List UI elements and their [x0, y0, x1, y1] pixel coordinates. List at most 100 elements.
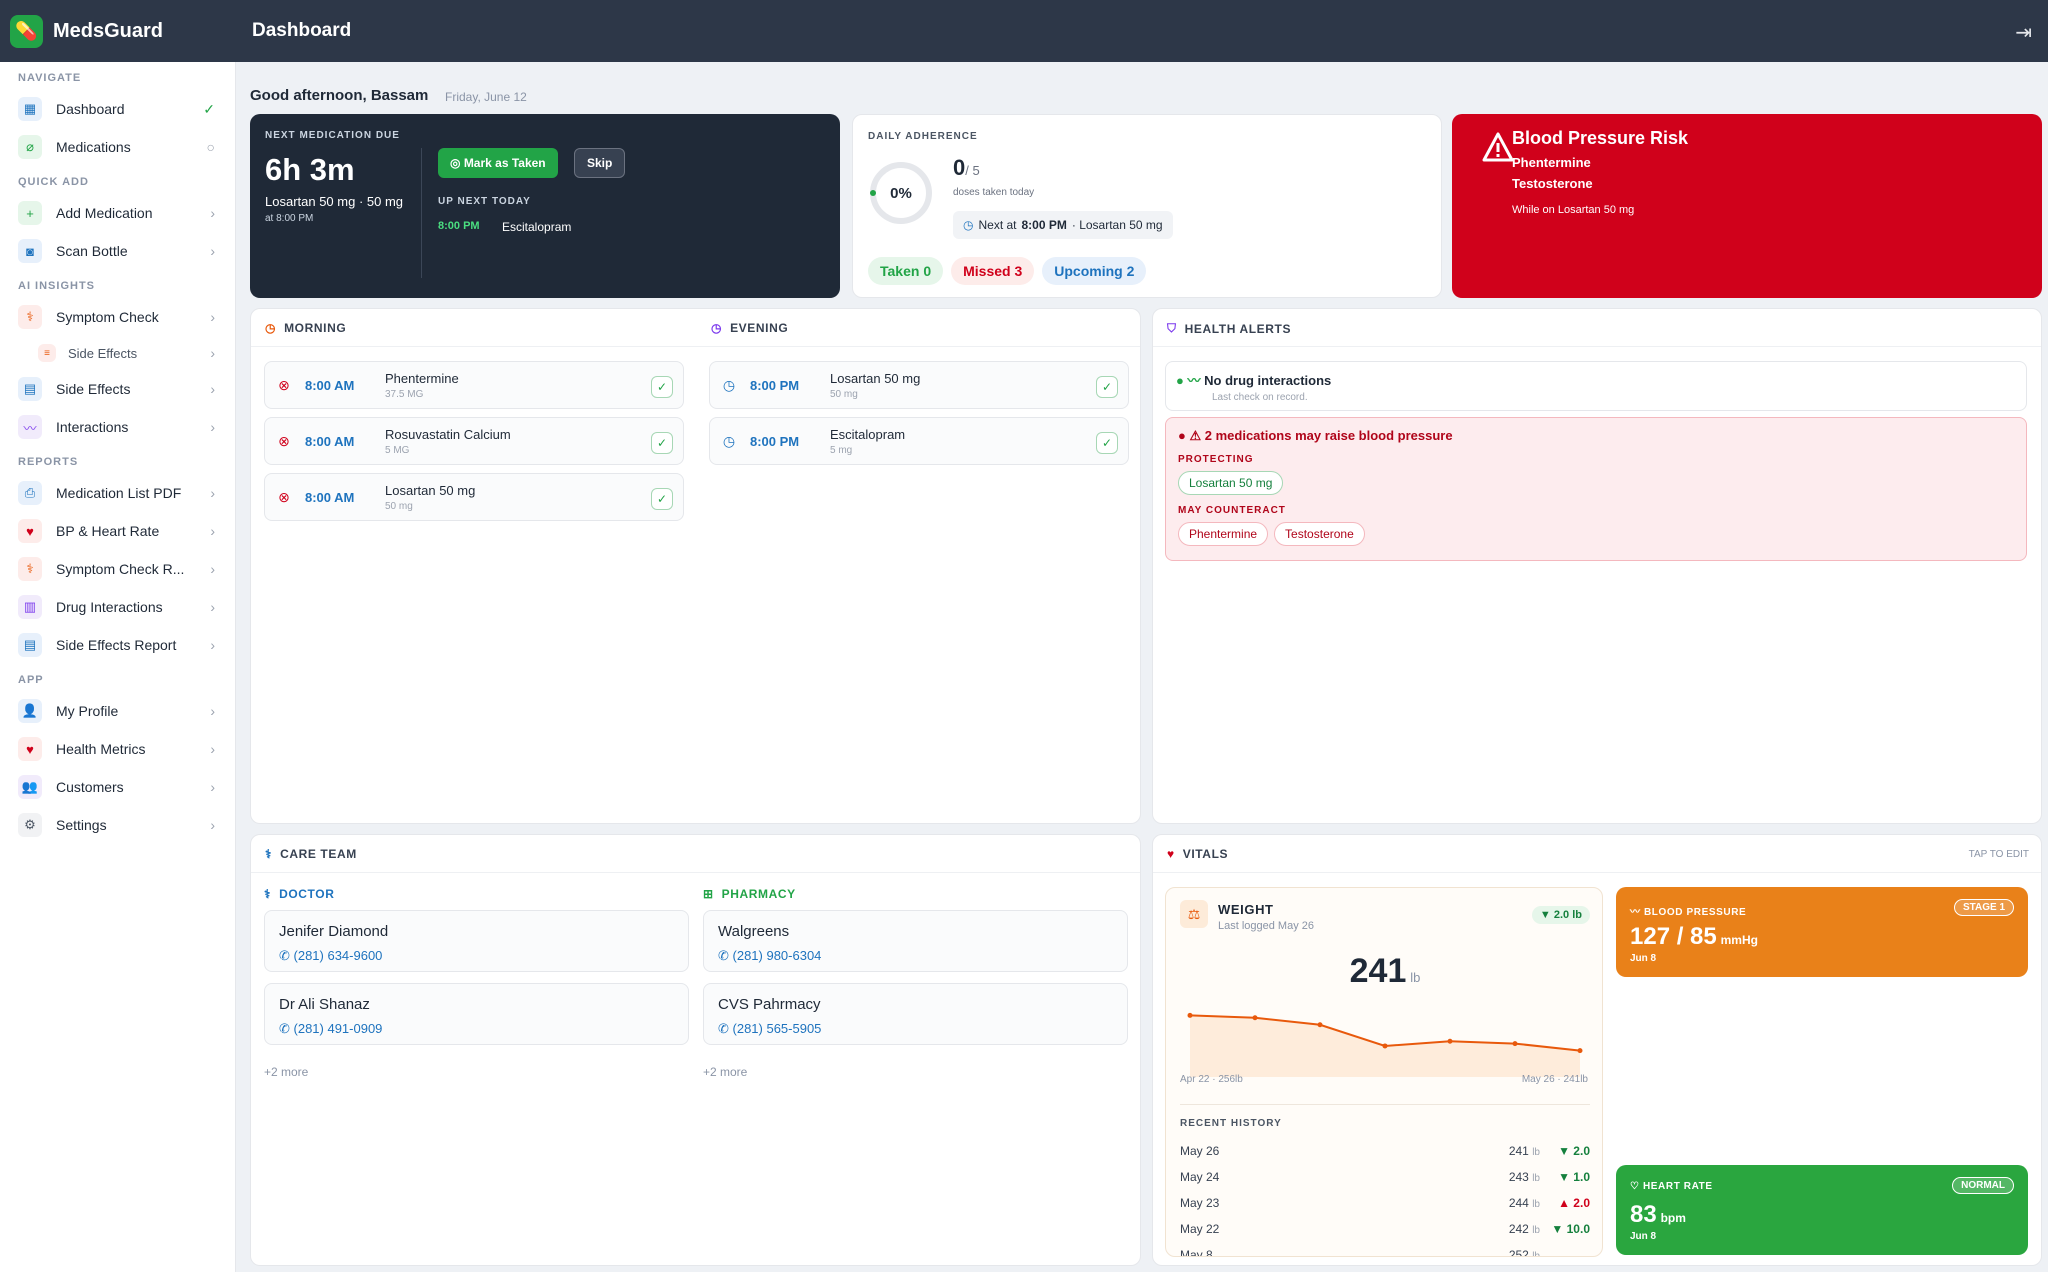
sidebar-item-label: BP & Heart Rate	[56, 523, 160, 539]
pill-icon: ⌀	[18, 135, 42, 159]
stethoscope-icon: ⚕	[264, 887, 272, 901]
morning-header: ◷ MORNING	[265, 321, 346, 335]
contact-phone[interactable]: ✆ (281) 491-0909	[279, 1021, 674, 1037]
protecting-med-tag[interactable]: Losartan 50 mg	[1178, 471, 1284, 495]
pill-icon: 💊	[10, 14, 43, 48]
history-value: 243 lb	[1508, 1170, 1540, 1184]
next-time: 8:00 PM	[1021, 218, 1067, 232]
sidebar-item-label: My Profile	[56, 703, 119, 719]
history-change: ▼ 2.0	[1558, 1144, 1590, 1158]
blood-pressure-card[interactable]: 〰 BLOOD PRESSURE STAGE 1 127 / 85 mmHg J…	[1616, 887, 2028, 977]
mark-as-taken-label: Mark as Taken	[463, 156, 546, 170]
taken-pill[interactable]: Taken 0	[868, 257, 944, 285]
counteract-med-tag[interactable]: Testosterone	[1274, 522, 1365, 546]
chevron-right-icon: ›	[210, 419, 215, 435]
doctors-more-link[interactable]: +2 more	[264, 1065, 309, 1079]
brand[interactable]: 💊 MedsGuard	[0, 14, 236, 48]
dose-row[interactable]: ◷ 8:00 PM Losartan 50 mg 50 mg ✓	[709, 361, 1129, 409]
sidebar: NAVIGATE ▦ Dashboard ✓ ⌀ Medications ○ QUICK…	[0, 62, 236, 1272]
sidebar-item-side-effects-report[interactable]: ▤ Side Effects Report ›	[0, 626, 235, 664]
sidebar-item-side-effects[interactable]: ▤ Side Effects ›	[0, 370, 235, 408]
pharmacies-more-link[interactable]: +2 more	[703, 1065, 748, 1079]
pharmacy-contact[interactable]: CVS Pahrmacy ✆ (281) 565-5905	[703, 983, 1128, 1045]
dose-row[interactable]: ⊗ 8:00 AM Phentermine 37.5 MG ✓	[264, 361, 684, 409]
sidebar-item-settings[interactable]: ⚙ Settings ›	[0, 806, 235, 844]
sidebar-item-dashboard[interactable]: ▦ Dashboard ✓	[0, 90, 235, 128]
history-date: May 22	[1180, 1222, 1220, 1236]
sidebar-item-label: Symptom Check R...	[56, 561, 185, 577]
history-row: May 8 252 lb	[1180, 1242, 1590, 1256]
weight-label: WEIGHT	[1218, 902, 1274, 917]
counteract-med-tag[interactable]: Phentermine	[1178, 522, 1269, 546]
skip-button[interactable]: Skip	[574, 148, 626, 178]
greeting-date: Friday, June 12	[445, 90, 527, 104]
sidebar-item-side-effects-sub[interactable]: ≡ Side Effects ›	[0, 336, 235, 370]
evening-header: ◷ EVENING	[711, 321, 788, 335]
contact-phone[interactable]: ✆ (281) 565-5905	[718, 1021, 1113, 1037]
sidebar-item-label: Side Effects Report	[56, 637, 177, 653]
tap-to-edit[interactable]: TAP TO EDIT	[1968, 849, 2029, 860]
sidebar-item-add-medication[interactable]: + Add Medication ›	[0, 194, 235, 232]
contact-phone[interactable]: ✆ (281) 634-9600	[279, 948, 674, 964]
adherence-ring	[870, 162, 932, 224]
contact-phone[interactable]: ✆ (281) 980-6304	[718, 948, 1113, 964]
bp-risk-card[interactable]: Blood Pressure Risk Phentermine Testoste…	[1452, 114, 2042, 298]
mark-taken-icon[interactable]: ✓	[1096, 432, 1118, 454]
heart-rate-card[interactable]: ♡ HEART RATE NORMAL 83 bpm Jun 8	[1616, 1165, 2028, 1255]
dose-row[interactable]: ⊗ 8:00 AM Rosuvastatin Calcium 5 MG ✓	[264, 417, 684, 465]
next-suffix: · Losartan 50 mg	[1071, 218, 1163, 232]
file-chart-icon: ▥	[18, 595, 42, 619]
mark-taken-icon[interactable]: ✓	[651, 432, 673, 454]
mark-taken-icon[interactable]: ✓	[1096, 376, 1118, 398]
protecting-label: PROTECTING	[1178, 454, 1254, 465]
section-reports: REPORTS	[18, 456, 79, 468]
sidebar-item-drug-interactions[interactable]: ▥ Drug Interactions ›	[0, 588, 235, 626]
sidebar-item-scan-bottle[interactable]: ◙ Scan Bottle ›	[0, 232, 235, 270]
dose-row[interactable]: ⊗ 8:00 AM Losartan 50 mg 50 mg ✓	[264, 473, 684, 521]
activity-icon: 〰	[1187, 373, 1201, 388]
greeting: Good afternoon, Bassam	[250, 87, 429, 104]
upcoming-pill[interactable]: Upcoming 2	[1042, 257, 1147, 285]
logout-icon[interactable]: ⇥	[2015, 22, 2032, 44]
sidebar-item-medications[interactable]: ⌀ Medications ○	[0, 128, 235, 166]
mark-taken-icon[interactable]: ✓	[651, 376, 673, 398]
status-dot: ●	[1176, 373, 1184, 388]
sidebar-item-medication-list-pdf[interactable]: ⎙ Medication List PDF ›	[0, 474, 235, 512]
activity-icon: 〰	[18, 415, 42, 439]
sidebar-item-label: Scan Bottle	[56, 243, 128, 259]
gear-icon: ⚙	[18, 813, 42, 837]
pharmacy-contact[interactable]: Walgreens ✆ (281) 980-6304	[703, 910, 1128, 972]
sidebar-item-symptom-check[interactable]: ⚕ Symptom Check ›	[0, 298, 235, 336]
mark-taken-icon[interactable]: ✓	[651, 488, 673, 510]
sidebar-item-my-profile[interactable]: 👤 My Profile ›	[0, 692, 235, 730]
weight-card[interactable]: ⚖ WEIGHT Last logged May 26 ▼ 2.0 lb 241…	[1165, 887, 1603, 1257]
health-alerts-card: ⛉ HEALTH ALERTS ● 〰 No drug interactions …	[1152, 308, 2042, 824]
contact-name: CVS Pahrmacy	[718, 996, 821, 1013]
no-interactions-text: No drug interactions	[1204, 373, 1332, 388]
sidebar-item-health-metrics[interactable]: ♥ Health Metrics ›	[0, 730, 235, 768]
doses-taken-value: 0	[953, 155, 966, 180]
chevron-right-icon: ›	[210, 345, 215, 361]
evening-title: EVENING	[730, 321, 789, 335]
up-next-label: UP NEXT TODAY	[438, 196, 531, 207]
adherence-percent: 0%	[890, 185, 912, 202]
contact-name: Jenifer Diamond	[279, 923, 389, 940]
doctor-contact[interactable]: Jenifer Diamond ✆ (281) 634-9600	[264, 910, 689, 972]
history-change: ▼ 10.0	[1551, 1222, 1590, 1236]
sidebar-item-interactions[interactable]: 〰 Interactions ›	[0, 408, 235, 446]
chevron-right-icon: ›	[210, 637, 215, 653]
mark-as-taken-button[interactable]: ◎ Mark as Taken	[438, 148, 558, 178]
hr-status-badge: NORMAL	[1952, 1177, 2014, 1194]
bp-risk-med-1: Phentermine	[1512, 155, 1591, 170]
sidebar-item-symptom-check-report[interactable]: ⚕ Symptom Check R... ›	[0, 550, 235, 588]
weight-chart	[1187, 1012, 1583, 1077]
missed-pill[interactable]: Missed 3	[951, 257, 1035, 285]
dose-row[interactable]: ◷ 8:00 PM Escitalopram 5 mg ✓	[709, 417, 1129, 465]
sidebar-item-bp-heart-rate[interactable]: ♥ BP & Heart Rate ›	[0, 512, 235, 550]
doctor-contact[interactable]: Dr Ali Shanaz ✆ (281) 491-0909	[264, 983, 689, 1045]
section-navigate: NAVIGATE	[18, 72, 82, 84]
countdown: 6h 3m	[265, 152, 355, 187]
sidebar-item-label: Side Effects	[56, 381, 131, 397]
page-title: Dashboard	[252, 20, 352, 41]
sidebar-item-customers[interactable]: 👥 Customers ›	[0, 768, 235, 806]
